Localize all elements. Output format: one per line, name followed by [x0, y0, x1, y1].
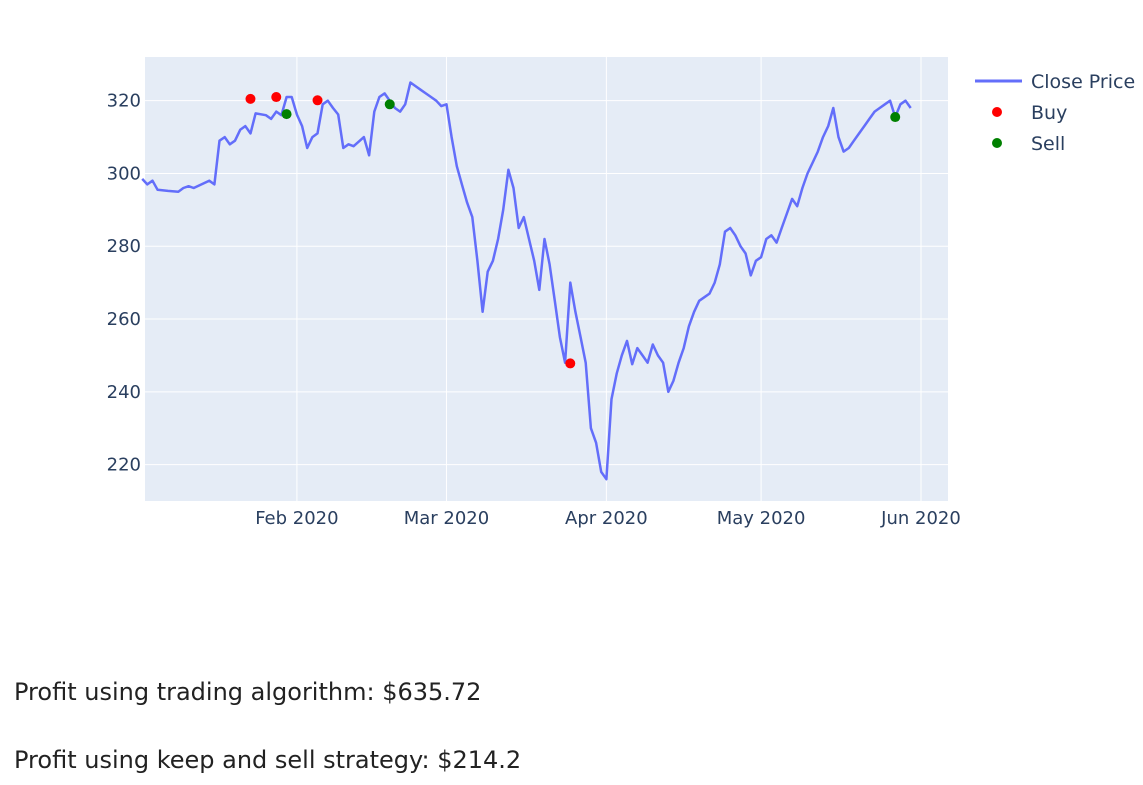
x-tick-label: May 2020 — [717, 508, 806, 529]
legend-label-buy[interactable]: Buy — [1031, 102, 1067, 124]
y-tick-label: 220 — [107, 455, 141, 476]
legend-label-close-price[interactable]: Close Price — [1031, 71, 1135, 93]
x-tick-label: Jun 2020 — [880, 508, 961, 529]
price-chart: 220 240 260 280 300 320 Feb 2020 Mar 2020 Apr 20… — [107, 57, 1135, 529]
buy-marker — [312, 95, 323, 106]
plot-area — [145, 57, 948, 501]
sell-marker — [890, 112, 901, 123]
legend-swatch-buy[interactable] — [992, 107, 1002, 117]
y-tick-label: 260 — [107, 309, 141, 330]
sell-marker — [281, 109, 292, 120]
buy-marker — [565, 358, 576, 369]
algorithm-profit-text: Profit using trading algorithm: $635.72 — [14, 678, 482, 706]
y-tick-label: 320 — [107, 91, 141, 112]
y-tick-label: 300 — [107, 163, 141, 184]
legend-label-sell[interactable]: Sell — [1031, 133, 1065, 155]
legend[interactable]: Close Price Buy Sell — [975, 71, 1135, 155]
y-tick-label: 280 — [107, 236, 141, 257]
buy-marker — [271, 92, 282, 103]
y-tick-label: 240 — [107, 382, 141, 403]
series-layer — [141, 81, 912, 481]
keep-sell-profit-text: Profit using keep and sell strategy: $21… — [14, 746, 522, 774]
axis-labels: 220 240 260 280 300 320 Feb 2020 Mar 2020 Apr 20… — [107, 91, 961, 529]
x-tick-label: Feb 2020 — [255, 508, 338, 529]
buy-marker — [245, 93, 256, 104]
sell-marker — [384, 99, 395, 110]
close-price-line — [141, 81, 912, 481]
x-tick-label: Mar 2020 — [404, 508, 490, 529]
x-tick-label: Apr 2020 — [565, 508, 648, 529]
legend-swatch-sell[interactable] — [992, 138, 1002, 148]
